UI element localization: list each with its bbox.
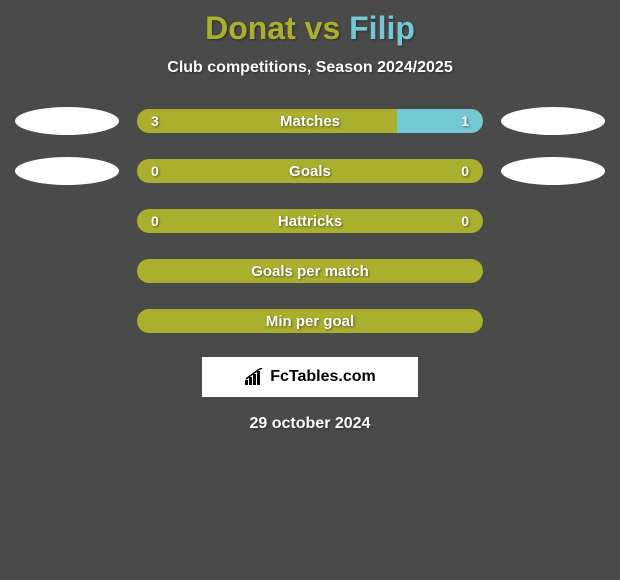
stat-value-left: 0	[151, 213, 159, 229]
branding-badge: FcTables.com	[202, 357, 418, 397]
stat-label: Goals per match	[137, 263, 483, 280]
player1-marker	[15, 107, 119, 135]
stat-bar: Min per goal	[137, 309, 483, 333]
stat-label: Min per goal	[137, 313, 483, 330]
stat-value-right: 1	[461, 113, 469, 129]
stat-value-left: 0	[151, 163, 159, 179]
stat-value-right: 0	[461, 163, 469, 179]
vs-text: vs	[296, 10, 349, 46]
branding-logo-icon	[244, 368, 266, 386]
branding-text: FcTables.com	[270, 368, 376, 386]
player1-name: Donat	[205, 10, 296, 46]
stat-row: Hattricks0 0	[0, 207, 620, 235]
stat-bar: Hattricks0 0	[137, 209, 483, 233]
stat-value-right: 0	[461, 213, 469, 229]
player2-marker	[501, 107, 605, 135]
stat-bar: Matches3 1	[137, 109, 483, 133]
player2-marker	[501, 157, 605, 185]
stat-row: Goals0 0	[0, 157, 620, 185]
page-title: Donat vs Filip	[0, 0, 620, 47]
date-text: 29 october 2024	[0, 415, 620, 433]
stat-row: Min per goal	[0, 307, 620, 335]
stat-row: Goals per match	[0, 257, 620, 285]
stat-bar: Goals per match	[137, 259, 483, 283]
stat-bar: Goals0 0	[137, 159, 483, 183]
stat-value-left: 3	[151, 113, 159, 129]
player1-marker	[15, 157, 119, 185]
stats-container: Matches31Goals00Hattricks00Goals per mat…	[0, 107, 620, 335]
player2-name: Filip	[349, 10, 415, 46]
stat-label: Matches	[137, 113, 483, 130]
stat-label: Hattricks	[137, 213, 483, 230]
stat-row: Matches3 1	[0, 107, 620, 135]
stat-label: Goals	[137, 163, 483, 180]
subtitle: Club competitions, Season 2024/2025	[0, 59, 620, 77]
